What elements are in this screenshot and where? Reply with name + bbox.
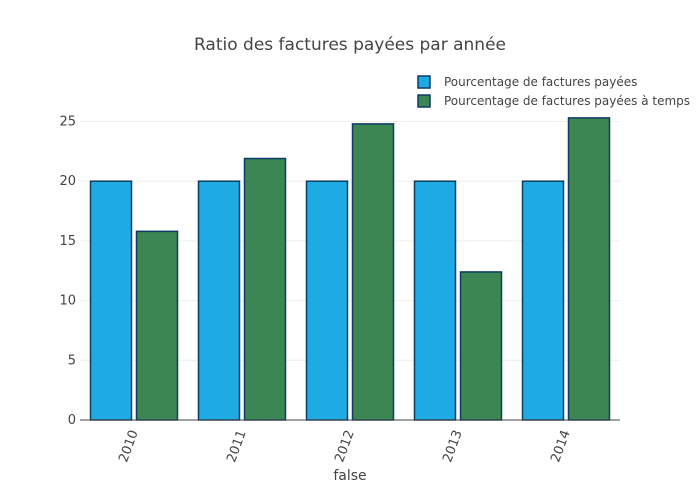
legend-swatch bbox=[417, 94, 431, 108]
legend-label: Pourcentage de factures payées à temps bbox=[444, 94, 690, 108]
bar-payees-2014[interactable] bbox=[521, 180, 565, 421]
x-tick-label: 2013 bbox=[440, 428, 465, 464]
y-tick-labels: 0 5 10 15 20 25 bbox=[59, 114, 76, 428]
legend-label: Pourcentage de factures payées bbox=[444, 75, 637, 89]
bar-payees-a-temps-2010[interactable] bbox=[135, 230, 179, 421]
legend-swatch bbox=[417, 75, 431, 89]
x-tick-label: 2011 bbox=[224, 428, 249, 464]
bar-payees-2013[interactable] bbox=[413, 180, 457, 421]
x-tick-label: 2014 bbox=[548, 428, 573, 464]
bar-payees-a-temps-2013[interactable] bbox=[459, 271, 503, 421]
bar-payees-a-temps-2011[interactable] bbox=[243, 157, 287, 421]
y-tick-label: 20 bbox=[59, 174, 76, 189]
x-tick-labels: 2010 2011 2012 2013 2014 bbox=[116, 428, 573, 464]
legend-item-payees[interactable]: Pourcentage de factures payées bbox=[417, 75, 637, 89]
y-tick-label: 25 bbox=[59, 114, 76, 129]
y-tick-label: 15 bbox=[59, 234, 76, 249]
y-tick-label: 0 bbox=[68, 413, 76, 428]
bar-payees-a-temps-2012[interactable] bbox=[351, 123, 395, 421]
legend[interactable]: Pourcentage de factures payées Pourcentag… bbox=[417, 75, 690, 108]
bar-payees-2012[interactable] bbox=[305, 180, 349, 421]
bar-payees-a-temps-2014[interactable] bbox=[567, 117, 611, 421]
x-tick-label: 2010 bbox=[116, 428, 141, 464]
chart-title: Ratio des factures payées par année bbox=[194, 35, 506, 55]
y-tick-label: 10 bbox=[59, 294, 76, 309]
y-tick-label: 5 bbox=[68, 353, 76, 368]
legend-item-payees-a-temps[interactable]: Pourcentage de factures payées à temps bbox=[417, 94, 690, 108]
bar-payees-2010[interactable] bbox=[89, 180, 133, 421]
x-tick-label: 2012 bbox=[332, 428, 357, 464]
bar-payees-2011[interactable] bbox=[197, 180, 241, 421]
bars bbox=[89, 117, 611, 421]
x-axis-title: false bbox=[333, 468, 366, 484]
